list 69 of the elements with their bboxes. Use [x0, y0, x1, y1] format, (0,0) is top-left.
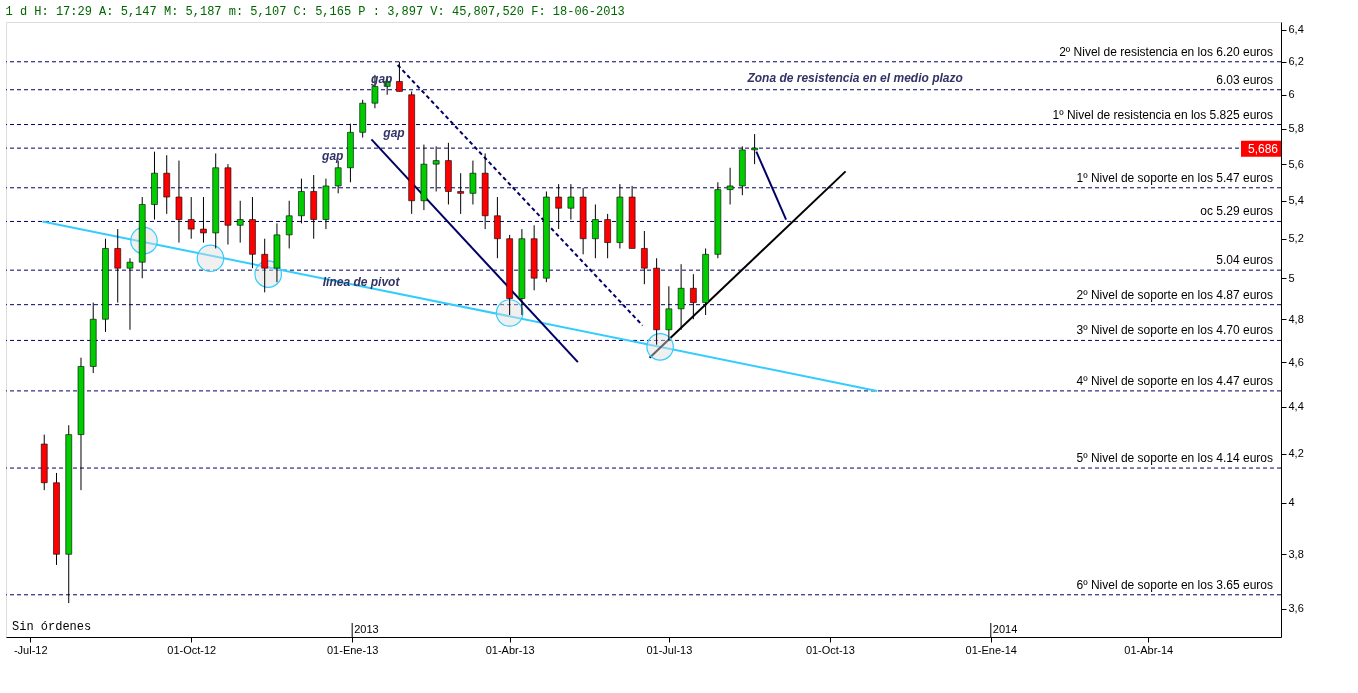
ref-line-label: 5.04 euros — [1216, 253, 1273, 268]
candlestick — [641, 230, 648, 285]
y-tick-label: 4,4 — [1288, 400, 1304, 413]
ref-line-label: 3º Nivel de soporte en los 4.70 euros — [1076, 323, 1273, 338]
candlestick — [200, 196, 207, 244]
candlestick — [114, 228, 122, 304]
y-tick-label: 4 — [1288, 496, 1295, 509]
x-tick-label: 01-Abr-13 — [485, 643, 535, 656]
x-tick-label: 01-Ene-13 — [327, 643, 379, 656]
y-tick-label: 5,4 — [1288, 194, 1304, 207]
candlestick — [432, 145, 440, 192]
candlestick — [469, 160, 477, 205]
y-tick-label: 5 — [1288, 271, 1295, 284]
candlestick — [567, 183, 575, 221]
candlestick — [163, 154, 171, 215]
point — [646, 333, 674, 361]
y-tick-label: 6 — [1288, 88, 1295, 101]
y-tick-label: 4,2 — [1288, 447, 1304, 460]
candlestick — [555, 183, 562, 230]
y-tick-label: 4,8 — [1288, 312, 1304, 325]
ref-line-label: 2º Nivel de resistencia en los 6.20 euros — [1059, 44, 1273, 59]
candlestick — [592, 203, 599, 259]
ref-line-label: 6º Nivel de soporte en los 3.65 euros — [1076, 577, 1273, 592]
annotation: 2013 — [354, 623, 379, 635]
y-tick-label: 6,2 — [1288, 55, 1304, 68]
annotation: 2014 — [992, 623, 1018, 635]
candlestick — [665, 285, 673, 341]
candlestick — [604, 213, 611, 259]
candlestick — [285, 200, 293, 249]
ref-line-label: 1º Nivel de soporte en los 5.47 euros — [1076, 170, 1273, 185]
ref-line-label: 4º Nivel de soporte en los 4.47 euros — [1076, 373, 1273, 388]
ref-line-label: 1º Nivel de resistencia en los 5.825 euros — [1052, 107, 1273, 122]
annotation: gap — [382, 125, 405, 140]
x-tick-label: 01-Oct-12 — [167, 643, 217, 656]
annotation: Sin órdenes — [12, 620, 92, 634]
point — [495, 299, 524, 327]
x-tick-label: 01-Oct-13 — [805, 643, 855, 656]
candlestick — [726, 167, 734, 205]
candlestick — [677, 263, 685, 331]
ref-line-label: 5º Nivel de soporte en los 4.14 euros — [1076, 451, 1273, 466]
y-tick-label: 5,6 — [1288, 157, 1304, 170]
candlestick — [690, 273, 697, 320]
ref-line-label: 2º Nivel de soporte en los 4.87 euros — [1076, 287, 1273, 302]
y-tick-label: 4,6 — [1288, 355, 1304, 368]
candlestick — [494, 196, 501, 259]
x-tick-label: 01-Jul-13 — [646, 643, 693, 656]
candlestick — [751, 133, 758, 165]
ref-line-label: 6.03 euros — [1216, 72, 1273, 87]
candlestick — [187, 196, 195, 240]
y-tick-label: 6,4 — [1288, 23, 1304, 36]
x-tick-label: 01-Abr-14 — [1124, 643, 1174, 656]
x-tick-label: -Jul-12 — [13, 643, 48, 656]
candlestick — [396, 61, 403, 92]
annotation: gap — [321, 148, 344, 163]
point — [196, 244, 225, 273]
x-tick-label: 01-Ene-14 — [965, 643, 1017, 656]
candlestick — [175, 160, 183, 244]
candlestick — [457, 172, 464, 215]
y-tick-label: 3,6 — [1288, 602, 1304, 615]
candlestick — [236, 200, 244, 244]
y-tick-label: 3,8 — [1288, 547, 1304, 560]
candlestick — [261, 238, 268, 293]
ref-line-label: oc 5.29 euros — [1200, 204, 1273, 219]
annotation: Zona de resistencia en el medio plazo — [746, 70, 963, 85]
candlestick — [126, 257, 134, 331]
chart-title: 1 d H: 17:29 A: 5,147 M: 5,187 m: 5,107 C: 5,165 P : 3,897 V: 45,807,520 F: 18-06-2013 — [5, 5, 625, 19]
annotation: 5,686 — [1247, 141, 1279, 156]
y-tick-label: 5,8 — [1288, 122, 1304, 135]
y-tick-label: 5,2 — [1288, 232, 1304, 245]
